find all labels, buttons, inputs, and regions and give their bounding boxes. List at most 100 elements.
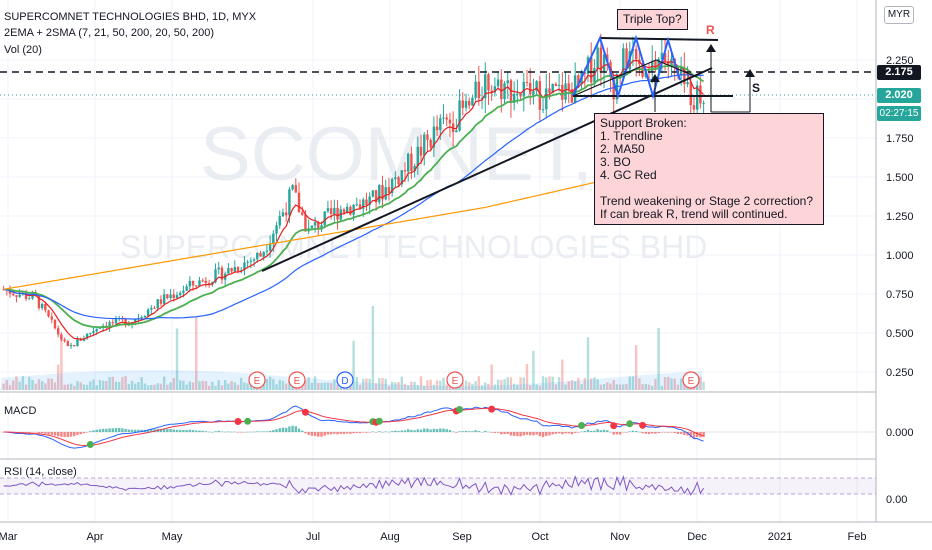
time-tick-label: Nov	[610, 531, 630, 543]
resistance-line[interactable]	[599, 37, 719, 41]
macd-histogram-bar	[214, 431, 217, 432]
time-tick-label: 2021	[768, 531, 792, 543]
volume-bar	[352, 340, 355, 390]
macd-histogram-bar	[509, 432, 513, 436]
currency-button[interactable]: MYR	[884, 6, 914, 24]
rsi-label: RSI (14, close)	[4, 466, 77, 478]
triple-top-callout[interactable]: Triple Top?	[617, 9, 688, 30]
volume-bar	[175, 328, 179, 390]
time-tick-label: Feb	[848, 531, 867, 543]
macd-histogram-bar	[477, 431, 481, 432]
volume-bar	[323, 382, 326, 390]
macd-cross-dot	[610, 422, 618, 430]
candle-body	[345, 206, 349, 213]
event-marker-label: E	[294, 376, 301, 387]
support-broken-callout[interactable]: Support Broken: 1. Trendline 2. MA50 3. …	[594, 113, 824, 225]
macd-histogram-bar	[66, 432, 70, 438]
time-tick-label: Dec	[687, 531, 707, 543]
macd-histogram-bar	[329, 432, 333, 435]
volume-bar	[612, 380, 615, 390]
macd-histogram-bar	[304, 432, 307, 434]
volume-bar	[85, 384, 89, 390]
candle-body	[220, 267, 224, 280]
volume-bar	[509, 377, 513, 390]
volume-bar	[641, 384, 644, 390]
candle-body	[79, 339, 82, 341]
macd-histogram-bar	[471, 431, 474, 432]
candle-body	[471, 97, 474, 106]
macd-histogram-bar	[529, 432, 532, 436]
time-axis[interactable]: Mar Apr May Jul Aug Sep Oct Nov Dec 2021 Feb	[0, 531, 866, 543]
macd-histogram-bar	[169, 428, 172, 432]
macd-histogram-bar	[586, 429, 590, 432]
macd-histogram-bar	[676, 432, 680, 434]
candle-body	[56, 328, 60, 335]
price-tick-label: 0.500	[886, 328, 914, 340]
candle-body	[294, 185, 298, 193]
volume-bar	[121, 377, 124, 390]
macd-histogram-bar	[108, 428, 111, 432]
volume-bar	[214, 385, 217, 390]
macd-histogram-bar	[612, 432, 615, 435]
volume-bar	[220, 385, 224, 390]
macd-histogram-bar	[204, 431, 208, 432]
candle-body	[329, 208, 333, 215]
macd-histogram-bar	[137, 429, 140, 432]
volume-bar	[512, 383, 516, 390]
macd-histogram-bar	[496, 432, 500, 433]
volume-bar	[246, 383, 249, 390]
candle-body	[679, 67, 683, 76]
volume-bar	[108, 377, 111, 390]
candle-body	[227, 268, 230, 274]
macd-cross-dot	[375, 417, 383, 425]
volume-bar	[551, 376, 554, 390]
candle-body	[146, 309, 150, 316]
macd-tick-label: 0.000	[886, 427, 914, 439]
macd-histogram-bar	[429, 429, 432, 432]
volume-bar	[573, 381, 577, 390]
volume-bar	[625, 384, 628, 390]
volume-bar	[207, 385, 211, 390]
macd-histogram-bar	[628, 431, 631, 432]
volume-bar	[429, 379, 432, 390]
candle-body	[506, 80, 509, 84]
macd-histogram-bar	[50, 432, 53, 435]
macd-histogram-bar	[641, 432, 644, 434]
candle-body	[278, 216, 281, 226]
price-tick-label: 2.250	[886, 55, 914, 67]
macd-histogram-bar	[692, 432, 696, 439]
macd-histogram-bar	[596, 429, 599, 432]
volume-bar	[63, 384, 66, 390]
volume-bar	[172, 378, 175, 390]
macd-histogram-bar	[644, 432, 648, 434]
triple-top-zigzag[interactable]	[572, 34, 681, 100]
macd-histogram-bar	[439, 428, 442, 432]
macd-histogram-bar	[294, 426, 298, 432]
volume-bar	[654, 378, 657, 390]
macd-histogram-bar	[442, 428, 445, 432]
rsi-line[interactable]	[3, 474, 705, 496]
macd-histogram-bar	[599, 430, 603, 432]
candle-body	[60, 334, 63, 340]
candle-body	[410, 153, 413, 172]
macd-histogram-bar	[561, 432, 564, 435]
volume-bar	[670, 378, 673, 390]
macd-histogram-bar	[618, 432, 622, 435]
volume-bar	[602, 384, 606, 390]
macd-cross-dot	[456, 405, 464, 413]
macd-histogram-bar	[484, 430, 487, 432]
volume-bar	[188, 381, 192, 390]
volume-bar	[73, 385, 76, 390]
candle-body	[12, 293, 15, 296]
macd-pane[interactable]	[0, 405, 876, 449]
volume-bar	[676, 384, 680, 390]
candle-body	[214, 269, 217, 283]
macd-histogram-bar	[134, 429, 137, 432]
macd-histogram-bar	[567, 432, 570, 434]
candle-body	[66, 341, 70, 347]
trendline[interactable]	[261, 67, 713, 272]
macd-cross-dot	[301, 408, 309, 416]
candle-body	[134, 319, 137, 323]
